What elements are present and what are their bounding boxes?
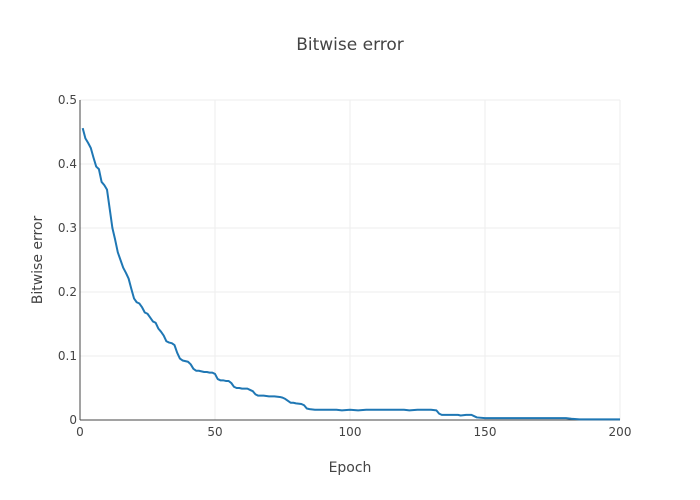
y-tick-label: 0.5	[58, 93, 77, 107]
y-axis-title: Bitwise error	[30, 215, 46, 304]
grid-lines	[80, 99, 621, 420]
y-tick-label: 0.2	[58, 285, 77, 299]
x-tick-label: 150	[474, 425, 497, 439]
series-line-bitwise-error	[81, 127, 620, 421]
y-tick-label: 0.1	[58, 349, 77, 363]
y-tick-label: 0	[69, 413, 77, 427]
x-tick-label: 50	[207, 425, 222, 439]
x-tick-label: 0	[76, 425, 84, 439]
chart-title: Bitwise error	[296, 35, 404, 55]
y-tick-label: 0.3	[58, 221, 77, 235]
y-tick-label: 0.4	[58, 157, 77, 171]
x-tick-label: 100	[339, 425, 362, 439]
x-tick-label: 200	[609, 425, 632, 439]
x-axis-title: Epoch	[329, 460, 372, 476]
y-axis-ticks: 0 0.1 0.2 0.3 0.4 0.5	[58, 93, 77, 427]
x-axis-ticks: 0 50 100 150 200	[76, 425, 631, 439]
